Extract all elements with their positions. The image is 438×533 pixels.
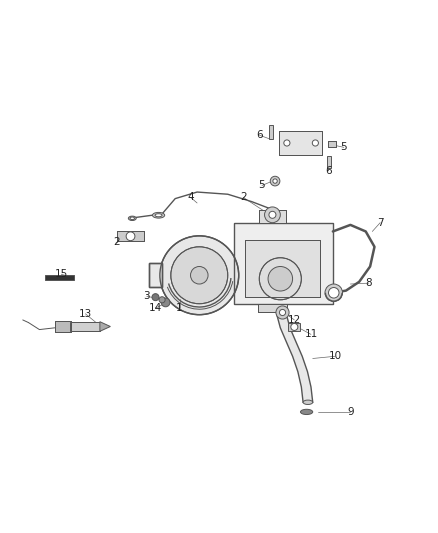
Text: 2: 2 — [240, 192, 247, 203]
Ellipse shape — [130, 217, 134, 220]
Text: 11: 11 — [304, 329, 318, 340]
Bar — [259, 209, 286, 223]
Bar — [258, 304, 287, 312]
Bar — [117, 231, 144, 241]
Bar — [45, 275, 74, 280]
Bar — [288, 322, 300, 332]
Bar — [55, 321, 71, 332]
Polygon shape — [100, 322, 110, 332]
Bar — [245, 240, 320, 297]
Circle shape — [152, 294, 159, 301]
Ellipse shape — [152, 213, 165, 218]
Bar — [328, 141, 336, 147]
Text: 6: 6 — [325, 166, 332, 176]
Bar — [328, 141, 336, 147]
Bar — [70, 322, 100, 332]
Circle shape — [273, 179, 277, 183]
Bar — [245, 240, 320, 297]
Text: 5: 5 — [340, 142, 347, 152]
Text: 13: 13 — [79, 309, 92, 319]
Circle shape — [328, 287, 339, 298]
Text: 5: 5 — [258, 181, 265, 190]
Circle shape — [325, 284, 343, 302]
Circle shape — [160, 236, 239, 314]
Ellipse shape — [128, 216, 136, 221]
Ellipse shape — [155, 214, 162, 217]
Circle shape — [159, 297, 165, 303]
Circle shape — [284, 140, 290, 146]
Text: 1: 1 — [176, 303, 183, 313]
Bar — [269, 125, 273, 140]
Bar — [55, 321, 71, 332]
Text: 12: 12 — [288, 315, 301, 325]
Circle shape — [191, 266, 208, 284]
Circle shape — [276, 306, 289, 319]
Text: 4: 4 — [187, 192, 194, 203]
Text: 14: 14 — [149, 303, 162, 313]
Ellipse shape — [300, 409, 313, 415]
Ellipse shape — [303, 400, 313, 405]
Circle shape — [291, 324, 298, 330]
Bar — [149, 263, 162, 287]
Bar — [70, 322, 100, 332]
Bar — [279, 131, 322, 155]
Circle shape — [270, 176, 280, 186]
Circle shape — [171, 247, 228, 304]
Text: 15: 15 — [55, 269, 68, 279]
Bar — [234, 223, 333, 304]
Text: 2: 2 — [113, 237, 120, 247]
Text: 9: 9 — [347, 407, 354, 417]
Circle shape — [312, 140, 318, 146]
Circle shape — [126, 232, 135, 241]
Bar — [279, 131, 322, 155]
Circle shape — [259, 258, 301, 300]
Circle shape — [269, 211, 276, 219]
Bar — [327, 156, 331, 168]
Bar — [258, 304, 287, 312]
Circle shape — [265, 207, 280, 223]
Text: 8: 8 — [365, 278, 372, 288]
Text: 10: 10 — [328, 351, 342, 361]
Bar — [234, 223, 333, 304]
Polygon shape — [277, 314, 313, 402]
Text: 3: 3 — [143, 291, 150, 301]
Bar — [259, 209, 286, 223]
Bar — [117, 231, 144, 241]
Text: 6: 6 — [256, 130, 263, 140]
Circle shape — [268, 266, 293, 291]
Circle shape — [279, 310, 286, 316]
Bar — [149, 263, 162, 287]
Circle shape — [161, 298, 170, 307]
Text: 7: 7 — [377, 217, 384, 228]
